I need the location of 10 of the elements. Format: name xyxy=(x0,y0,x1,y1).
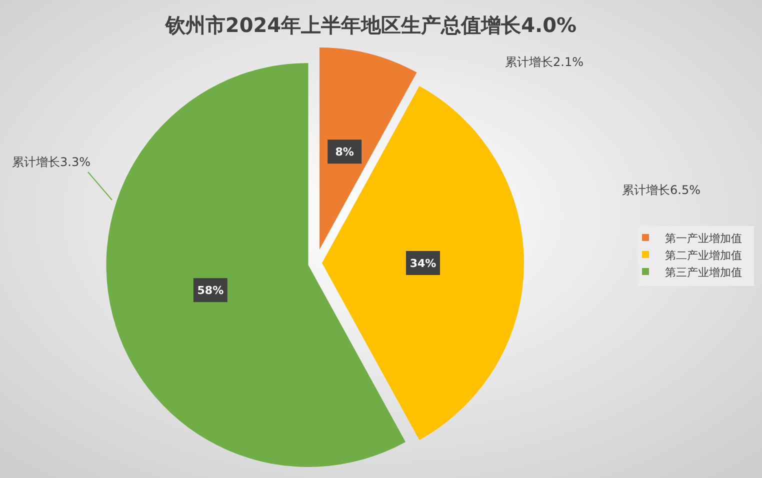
text: 累计增长6.5% xyxy=(622,183,700,197)
text: 累计增长3.3% xyxy=(12,155,90,169)
text: 累计增长2.1% xyxy=(505,55,584,69)
legend-label: 第三产业增加值 xyxy=(665,266,742,279)
data-label: 58% xyxy=(197,284,224,298)
chart-title: 钦州市2024年上半年地区生产总值增长4.0% xyxy=(164,13,577,37)
data-label: 8% xyxy=(335,146,354,159)
data-label: 34% xyxy=(410,257,436,270)
legend-label: 第二产业增加值 xyxy=(665,249,742,262)
legend-label: 第一产业增加值 xyxy=(665,232,742,245)
